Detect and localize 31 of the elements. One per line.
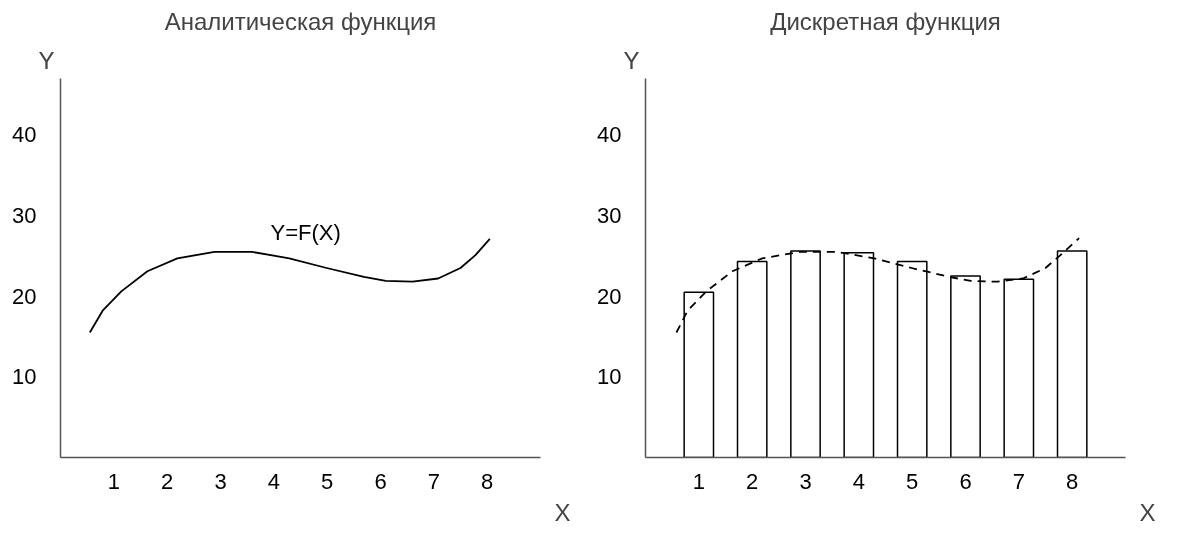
x-tick-label: 4 (267, 468, 280, 494)
x-tick-label: 1 (107, 468, 120, 494)
x-tick-label: 3 (214, 468, 227, 494)
x-tick-label: 2 (746, 468, 759, 494)
x-tick-label: 2 (161, 468, 174, 494)
chart-title: Аналитическая функция (164, 7, 437, 35)
x-tick-label: 8 (1066, 468, 1079, 494)
x-tick-label: 3 (799, 468, 812, 494)
x-tick-label: 5 (321, 468, 334, 494)
y-axis-title: Y (623, 46, 640, 74)
x-tick-label: 5 (906, 468, 919, 494)
y-tick-label: 40 (12, 122, 37, 148)
annotation: Y=F(X) (270, 220, 341, 245)
y-tick-label: 30 (597, 203, 622, 229)
y-tick-label: 10 (597, 364, 622, 390)
x-tick-label: 6 (959, 468, 972, 494)
x-tick-label: 7 (1012, 468, 1025, 494)
y-tick-label: 40 (597, 122, 622, 148)
y-tick-label: 30 (12, 203, 37, 229)
x-axis-title: X (1139, 498, 1156, 526)
y-axis-title: Y (38, 46, 55, 74)
y-tick-label: 20 (597, 283, 622, 309)
x-tick-label: 6 (374, 468, 387, 494)
x-tick-label: 1 (692, 468, 705, 494)
x-tick-label: 4 (852, 468, 865, 494)
x-tick-label: 7 (427, 468, 440, 494)
chart-title: Дискретная функция (770, 7, 1001, 35)
y-tick-label: 10 (12, 364, 37, 390)
y-tick-label: 20 (12, 283, 37, 309)
x-tick-label: 8 (481, 468, 494, 494)
x-axis-title: X (554, 498, 571, 526)
